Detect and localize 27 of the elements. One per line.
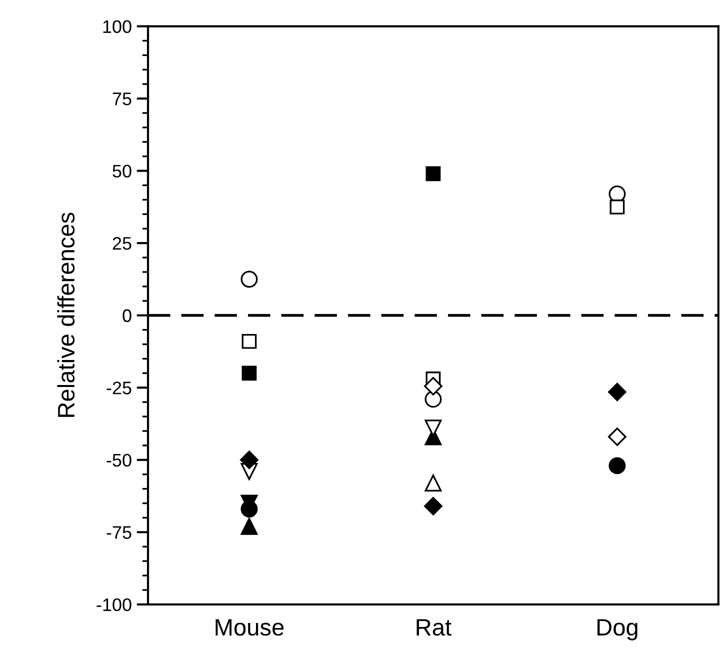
y-tick-label: 75 [112, 92, 132, 106]
point [240, 450, 258, 470]
x-tick-label: Rat [416, 619, 452, 636]
y-tick-label: -50 [106, 454, 132, 467]
point [608, 457, 626, 474]
point [424, 496, 442, 516]
y-tick-label: 100 [103, 20, 132, 33]
y-tick-label: 0 [122, 309, 132, 322]
point [240, 270, 258, 288]
point [608, 382, 626, 402]
point [608, 428, 626, 446]
point [424, 474, 442, 492]
point [242, 366, 257, 381]
point [424, 390, 442, 408]
y-tick-label: -25 [106, 382, 132, 394]
y-axis-title: Relative differences [57, 212, 75, 417]
point [242, 334, 257, 349]
point [424, 377, 442, 396]
x-tick-label: Dog [597, 619, 638, 640]
y-tick-label: -75 [106, 526, 132, 539]
x-tick-label: Mouse [216, 619, 284, 636]
y-tick-label: -100 [96, 598, 132, 612]
point [610, 200, 625, 214]
y-tick-label: 50 [112, 164, 132, 178]
point [426, 166, 441, 182]
point [240, 518, 258, 535]
y-tick-label: 25 [112, 237, 132, 250]
